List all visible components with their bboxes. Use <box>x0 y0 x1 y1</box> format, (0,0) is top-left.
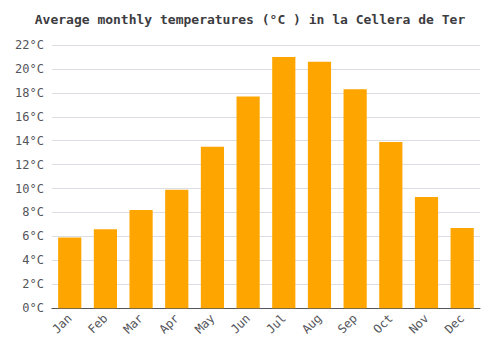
svg-text:May: May <box>192 311 217 336</box>
svg-text:6°C: 6°C <box>22 229 44 243</box>
svg-text:2°C: 2°C <box>22 277 44 291</box>
svg-text:Oct: Oct <box>371 311 396 336</box>
svg-text:Mar: Mar <box>121 311 146 336</box>
svg-text:Dec: Dec <box>442 311 467 336</box>
svg-text:Average monthly temperatures (: Average monthly temperatures (°C ) in la… <box>35 12 466 27</box>
svg-text:Aug: Aug <box>299 311 324 336</box>
svg-text:18°C: 18°C <box>15 86 44 100</box>
svg-text:0°C: 0°C <box>22 301 44 315</box>
svg-text:16°C: 16°C <box>15 110 44 124</box>
svg-text:8°C: 8°C <box>22 205 44 219</box>
svg-text:22°C: 22°C <box>15 38 44 52</box>
svg-text:Jan: Jan <box>49 311 74 336</box>
svg-text:4°C: 4°C <box>22 253 44 267</box>
svg-text:14°C: 14°C <box>15 134 44 148</box>
svg-text:12°C: 12°C <box>15 158 44 172</box>
svg-text:20°C: 20°C <box>15 62 44 76</box>
svg-text:10°C: 10°C <box>15 182 44 196</box>
svg-text:Jul: Jul <box>264 311 289 336</box>
svg-text:Nov: Nov <box>406 311 431 336</box>
svg-text:Jun: Jun <box>228 311 253 336</box>
svg-text:Apr: Apr <box>156 311 181 336</box>
svg-text:Sep: Sep <box>335 311 360 336</box>
svg-text:Feb: Feb <box>85 311 110 336</box>
